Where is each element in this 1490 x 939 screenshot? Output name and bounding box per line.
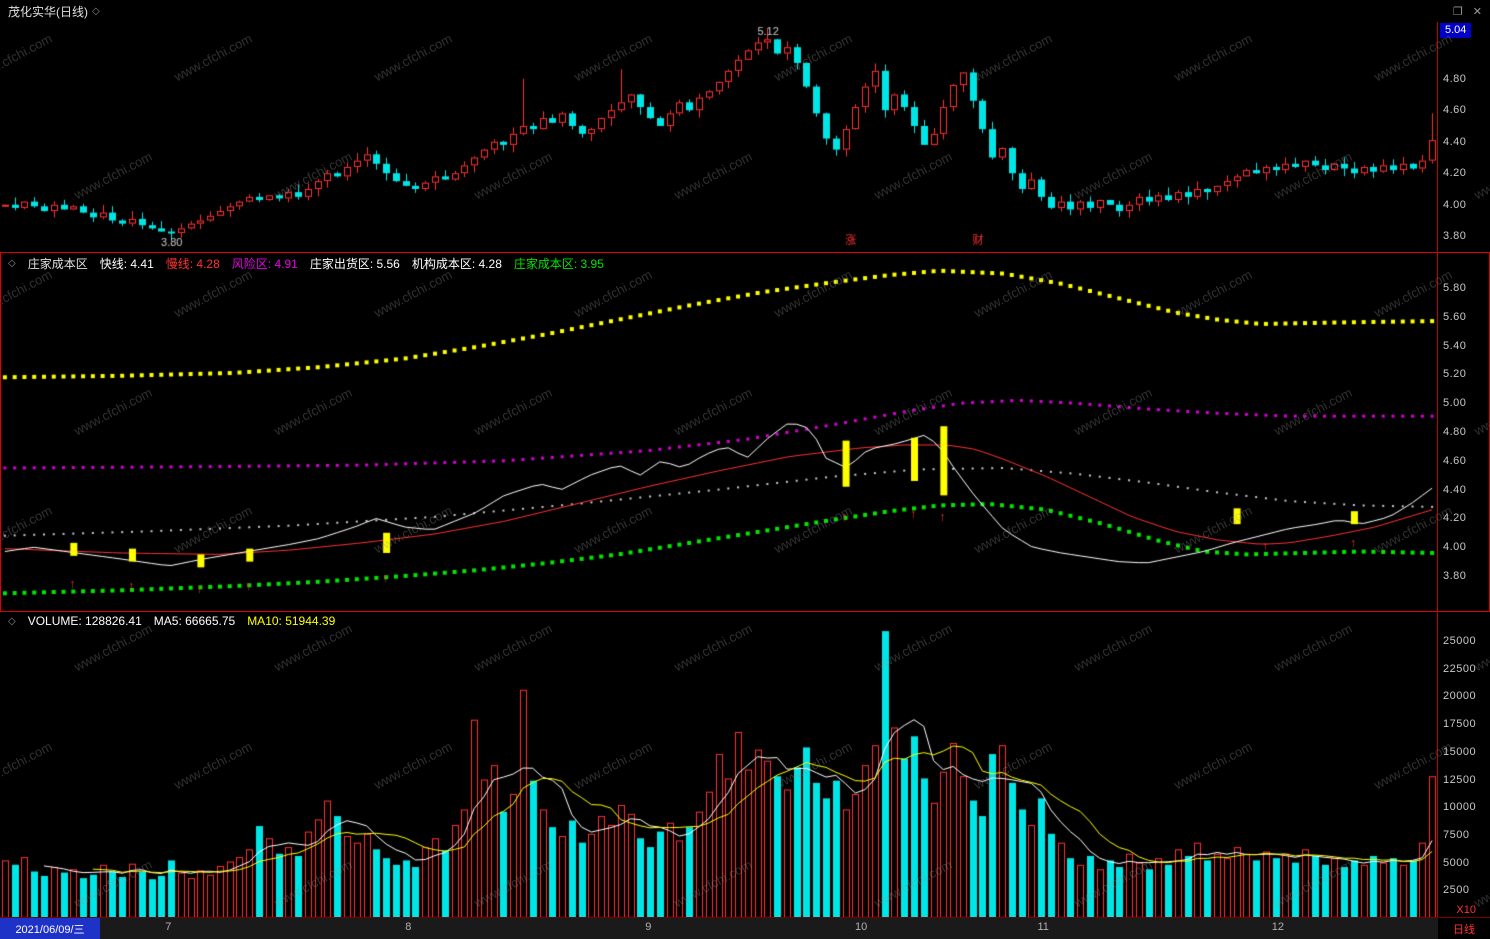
volume-axis-label: 22500	[1443, 662, 1477, 675]
close-icon[interactable]: ✕	[1472, 5, 1482, 18]
month-label: 8	[405, 921, 412, 933]
volume-marker-icon: ◇	[8, 615, 16, 627]
title-marker-icon: ◇	[92, 5, 100, 17]
month-label: 9	[645, 921, 652, 933]
price-axis-label: 4.40	[1443, 135, 1467, 148]
volume-axis-label: 7500	[1443, 828, 1470, 841]
indicator-axis-label: 5.00	[1443, 397, 1467, 410]
volume-value: VOLUME: 128826.41	[27, 614, 142, 628]
current-price-badge: 5.04	[1440, 23, 1472, 38]
indicator-value: 风险区: 4.91	[231, 257, 298, 271]
indicator-axis-label: 5.80	[1443, 282, 1467, 294]
indicator-axis-label: 4.40	[1443, 483, 1467, 496]
price-axis-label: 4.80	[1443, 72, 1467, 85]
indicator-value: 庄家出货区: 5.56	[309, 257, 400, 271]
period-label[interactable]: 日线	[1438, 918, 1490, 939]
volume-header: ◇ VOLUME: 128826.41 MA5: 66665.75 MA10: 51…	[8, 614, 335, 628]
indicator-header: ◇ 庄家成本区 快线: 4.41 慢线: 4.28 风险区: 4.91 庄家出货区: …	[8, 255, 604, 272]
price-axis: 5.04 4.80 4.60 4.40 4.20 4.00 3.80 5.80 5.60 5.4…	[1437, 22, 1490, 918]
indicator-title[interactable]: 庄家成本区	[27, 257, 88, 271]
indicator-axis-label: 5.60	[1443, 310, 1467, 323]
month-label: 10	[855, 921, 868, 933]
status-bar: 2021/06/09/三 7 8 9 10 11 12 日线	[0, 917, 1490, 939]
volume-axis-label: 20000	[1443, 690, 1477, 703]
volume-axis-label: 5000	[1443, 856, 1470, 869]
indicator-value: 快线: 4.41	[99, 257, 154, 271]
indicator-value: 慢线: 4.28	[165, 257, 220, 271]
volume-axis-label: 25000	[1443, 635, 1477, 648]
date-display[interactable]: 2021/06/09/三	[0, 918, 100, 939]
indicator-value: 庄家成本区: 3.95	[513, 257, 604, 271]
restore-icon[interactable]: ❐	[1452, 5, 1463, 18]
indicator-axis-label: 5.40	[1443, 339, 1467, 352]
indicator-axis-label: 3.80	[1443, 570, 1467, 582]
volume-axis-label: 15000	[1443, 745, 1477, 758]
month-label: 11	[1037, 921, 1049, 933]
time-axis[interactable]: 7 8 9 10 11 12	[0, 918, 1438, 939]
indicator-axis-label: 4.20	[1443, 512, 1467, 525]
volume-axis-label: 17500	[1443, 718, 1477, 731]
volume-unit-label: X10	[1456, 904, 1476, 916]
indicator-axis-label: 4.60	[1443, 454, 1467, 467]
volume-value: MA5: 66665.75	[153, 614, 236, 628]
volume-axis-label: 2500	[1443, 884, 1470, 897]
volume-axis-label: 12500	[1443, 773, 1477, 786]
indicator-chart[interactable]	[0, 252, 1437, 612]
price-axis-label: 4.60	[1443, 104, 1467, 117]
indicator-axis-label: 4.80	[1443, 426, 1467, 438]
price-axis-label: 3.80	[1443, 230, 1467, 243]
indicator-axis-label: 4.00	[1443, 541, 1467, 554]
volume-value: MA10: 51944.39	[247, 614, 336, 628]
month-label: 12	[1271, 921, 1284, 933]
candlestick-chart[interactable]	[0, 22, 1437, 252]
volume-chart[interactable]	[0, 630, 1437, 918]
window-controls: ❐ ✕	[1453, 5, 1482, 18]
price-axis-label: 4.20	[1443, 167, 1467, 180]
indicator-marker-icon: ◇	[8, 258, 16, 269]
price-axis-label: 4.00	[1443, 198, 1467, 211]
window-title: 茂化实华(日线)	[8, 4, 88, 19]
month-label: 7	[165, 921, 172, 933]
indicator-axis-label: 5.20	[1443, 368, 1467, 381]
title-bar: 茂化实华(日线) ◇ ❐ ✕	[0, 0, 1490, 22]
volume-axis-label: 10000	[1443, 801, 1477, 814]
indicator-value: 机构成本区: 4.28	[411, 257, 502, 271]
